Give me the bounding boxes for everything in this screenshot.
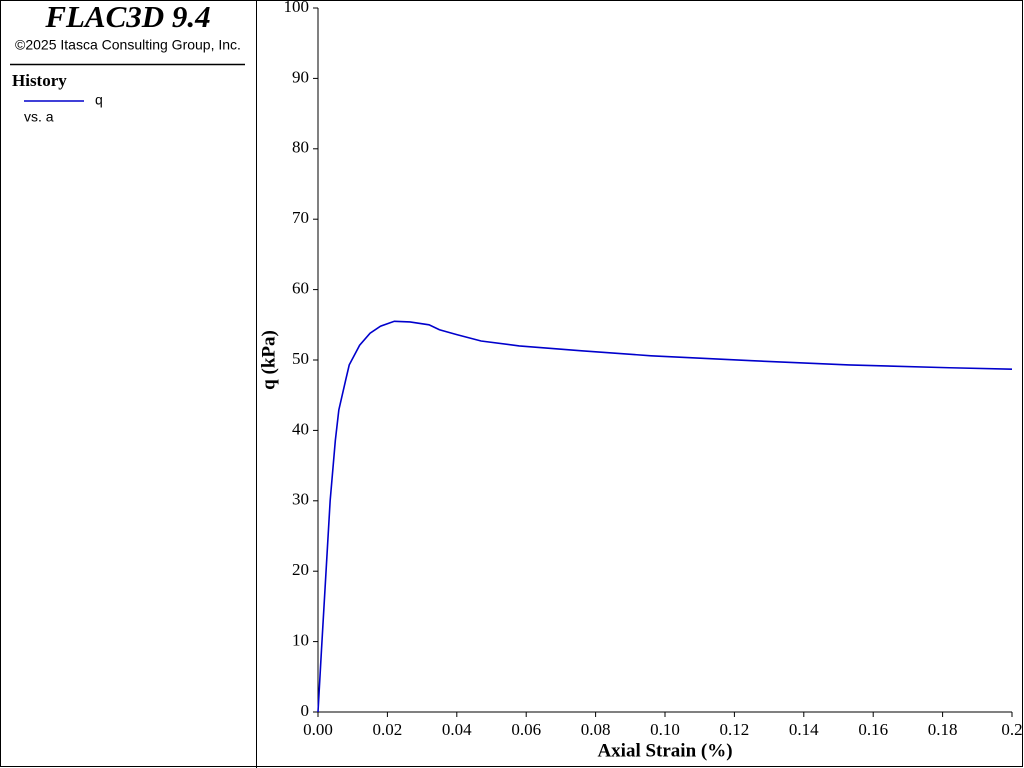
data-line <box>317 320 1013 713</box>
x-tick-label: 0.00 <box>303 720 333 739</box>
app-title: FLAC3D 9.4 <box>44 0 210 34</box>
copyright: ©2025 Itasca Consulting Group, Inc. <box>15 37 241 53</box>
y-tick-label: 70 <box>292 208 309 227</box>
legend-note: vs. a <box>24 109 54 125</box>
x-tick-label: 0.10 <box>650 720 680 739</box>
y-tick-label: 90 <box>292 67 309 86</box>
y-tick-label: 10 <box>292 631 309 650</box>
y-tick-label: 80 <box>292 138 309 157</box>
y-tick-label: 40 <box>292 419 309 438</box>
y-axis-title: q (kPa) <box>258 330 279 390</box>
x-tick-label: 0.12 <box>720 720 750 739</box>
y-tick-label: 60 <box>292 279 309 298</box>
x-tick-label: 0.18 <box>928 720 958 739</box>
x-axis-title: Axial Strain (%) <box>597 740 732 761</box>
y-tick-label: 0 <box>301 701 310 720</box>
x-tick-label: 0.2 <box>1001 720 1022 739</box>
x-tick-label: 0.14 <box>789 720 819 739</box>
x-tick-label: 0.06 <box>511 720 541 739</box>
legend-label: q <box>95 92 103 108</box>
y-tick-label: 20 <box>292 560 309 579</box>
x-tick-label: 0.04 <box>442 720 472 739</box>
x-tick-label: 0.02 <box>373 720 403 739</box>
x-tick-label: 0.08 <box>581 720 611 739</box>
legend-title: History <box>12 71 67 90</box>
y-tick-label: 100 <box>284 0 310 16</box>
y-tick-label: 50 <box>292 349 309 368</box>
x-tick-label: 0.16 <box>858 720 888 739</box>
y-tick-label: 30 <box>292 490 309 509</box>
